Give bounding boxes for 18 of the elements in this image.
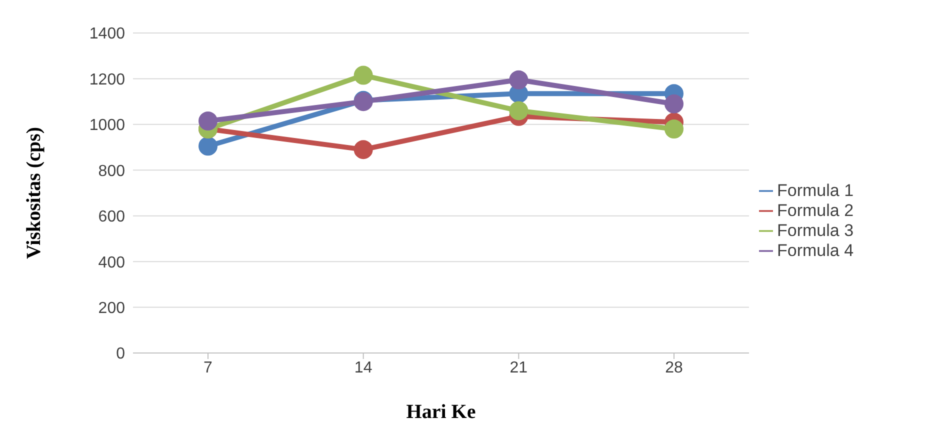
legend-label: Formula 4 <box>777 240 854 260</box>
y-tick-label: 800 <box>98 162 126 180</box>
y-tick-label: 600 <box>98 208 126 226</box>
y-tick-label: 1000 <box>89 117 126 134</box>
x-tick-label: 28 <box>665 359 683 376</box>
legend-label: Formula 2 <box>777 200 854 220</box>
x-axis-title: Hari Ke <box>406 401 476 423</box>
y-tick-label: 1200 <box>89 71 126 88</box>
legend-label: Formula 1 <box>777 180 854 200</box>
y-tick-label: 200 <box>98 300 126 317</box>
y-tick-label: 0 <box>116 346 126 363</box>
x-tick-label: 21 <box>510 359 528 376</box>
y-axis-title: Viskositas (cps) <box>23 126 46 260</box>
x-tick-label: 14 <box>354 359 372 376</box>
y-tick-label: 1400 <box>89 26 126 43</box>
y-tick-label: 400 <box>98 254 126 272</box>
x-tick-label: 7 <box>204 359 213 376</box>
legend-label: Formula 3 <box>777 220 854 240</box>
